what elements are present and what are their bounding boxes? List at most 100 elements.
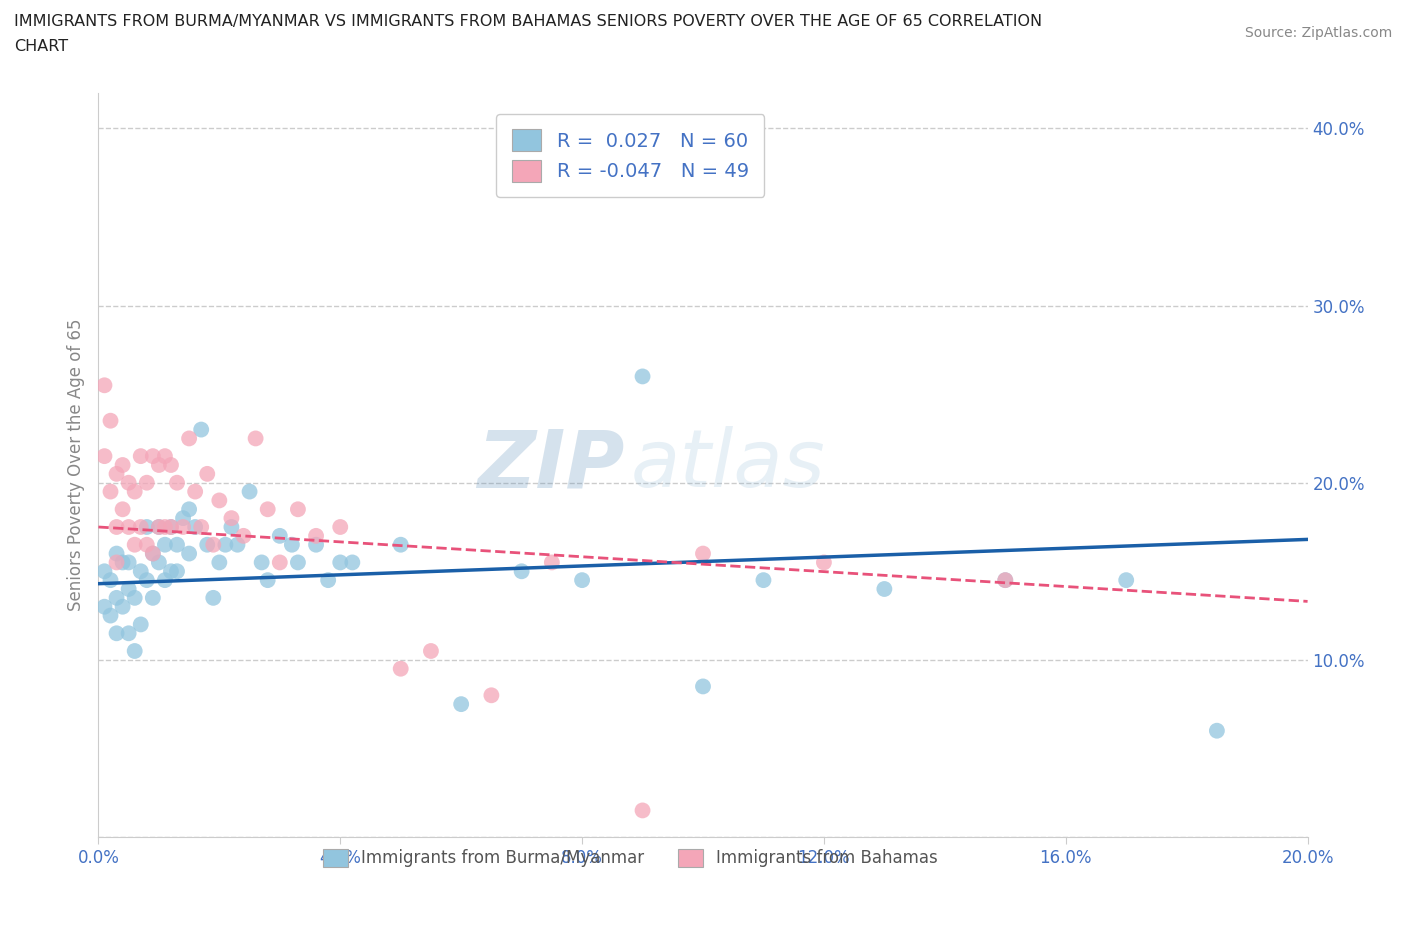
Point [148, 458, 170, 472]
Point [118, 581, 141, 596]
Point [135, 475, 157, 490]
Point [148, 555, 170, 570]
Point [105, 591, 128, 605]
Point [105, 626, 128, 641]
Text: IMMIGRANTS FROM BURMA/MYANMAR VS IMMIGRANTS FROM BAHAMAS SENIORS POVERTY OVER TH: IMMIGRANTS FROM BURMA/MYANMAR VS IMMIGRA… [14, 14, 1042, 29]
Point [190, 520, 212, 535]
Point [153, 448, 176, 463]
Point [129, 564, 152, 578]
Point [111, 555, 134, 570]
Point [692, 679, 714, 694]
Point [166, 475, 188, 490]
Point [124, 591, 146, 605]
Point [166, 538, 188, 552]
Legend: Immigrants from Burma/Myanmar, Immigrants from Bahamas: Immigrants from Burma/Myanmar, Immigrant… [309, 835, 952, 881]
Point [316, 573, 339, 588]
Point [118, 626, 141, 641]
Point [281, 538, 304, 552]
Point [287, 502, 309, 517]
Point [93, 564, 115, 578]
Text: atlas: atlas [630, 426, 825, 504]
Point [93, 599, 115, 614]
Point [269, 528, 291, 543]
Point [420, 644, 443, 658]
Point [342, 555, 364, 570]
Point [179, 431, 201, 445]
Point [124, 644, 146, 658]
Point [1115, 573, 1137, 588]
Point [129, 520, 152, 535]
Point [184, 485, 207, 499]
Point [129, 448, 152, 463]
Point [329, 555, 352, 570]
Point [160, 520, 183, 535]
Point [160, 458, 183, 472]
Point [93, 378, 115, 392]
Point [481, 688, 503, 703]
Point [389, 661, 412, 676]
Point [100, 573, 122, 588]
Point [221, 511, 243, 525]
Point [172, 520, 194, 535]
Point [160, 520, 183, 535]
Point [100, 413, 122, 428]
Point [190, 422, 212, 437]
Point [105, 555, 128, 570]
Point [135, 538, 157, 552]
Point [250, 555, 273, 570]
Point [305, 538, 328, 552]
Point [100, 485, 122, 499]
Point [232, 528, 254, 543]
Point [184, 520, 207, 535]
Point [571, 573, 593, 588]
Point [148, 520, 170, 535]
Point [142, 546, 165, 561]
Point [118, 520, 141, 535]
Point [202, 538, 225, 552]
Point [111, 502, 134, 517]
Point [166, 564, 188, 578]
Point [142, 546, 165, 561]
Point [813, 555, 835, 570]
Point [111, 599, 134, 614]
Point [305, 528, 328, 543]
Point [172, 511, 194, 525]
Point [153, 573, 176, 588]
Point [994, 573, 1017, 588]
Point [256, 573, 278, 588]
Point [129, 617, 152, 631]
Point [450, 697, 472, 711]
Point [195, 538, 218, 552]
Point [540, 555, 562, 570]
Point [105, 467, 128, 482]
Point [135, 573, 157, 588]
Point [208, 555, 231, 570]
Point [329, 520, 352, 535]
Point [153, 538, 176, 552]
Point [692, 546, 714, 561]
Point [124, 538, 146, 552]
Point [142, 591, 165, 605]
Point [124, 485, 146, 499]
Point [111, 458, 134, 472]
Text: ZIP: ZIP [477, 426, 624, 504]
Point [105, 546, 128, 561]
Point [100, 608, 122, 623]
Point [631, 803, 654, 817]
Point [118, 555, 141, 570]
Point [1206, 724, 1229, 738]
Point [256, 502, 278, 517]
Point [202, 591, 225, 605]
Point [873, 581, 896, 596]
Y-axis label: Seniors Poverty Over the Age of 65: Seniors Poverty Over the Age of 65 [66, 319, 84, 611]
Point [510, 564, 533, 578]
Point [208, 493, 231, 508]
Text: Source: ZipAtlas.com: Source: ZipAtlas.com [1244, 26, 1392, 40]
Point [153, 520, 176, 535]
Text: CHART: CHART [14, 39, 67, 54]
Point [269, 555, 291, 570]
Point [226, 538, 249, 552]
Point [179, 546, 201, 561]
Point [105, 520, 128, 535]
Point [752, 573, 775, 588]
